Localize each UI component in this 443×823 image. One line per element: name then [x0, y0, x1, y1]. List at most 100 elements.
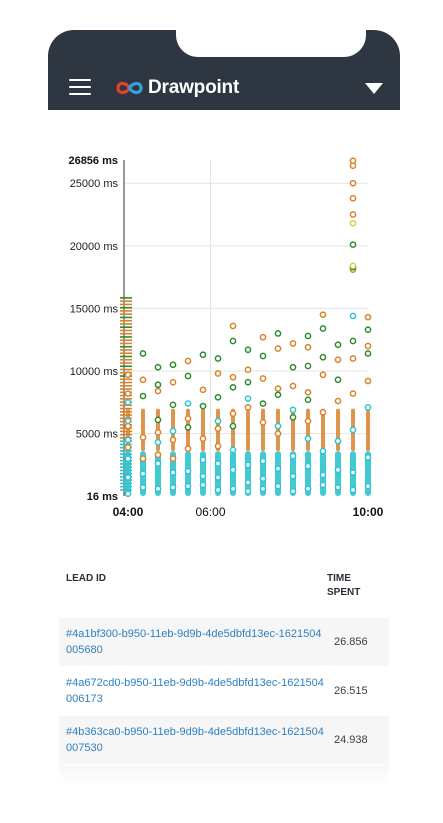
- time-spent-value: 24.938: [334, 734, 368, 746]
- duration-scatter-chart: 25000 ms 20000 ms 15000 ms 10000 ms 5000 ms 2…: [48, 150, 400, 525]
- density-band: [336, 408, 340, 452]
- data-point: [259, 352, 267, 360]
- lead-id-link[interactable]: #4a1bf300-b950-11eb-9d9b-4de5dbfd13ec-16…: [66, 628, 322, 656]
- data-point: [214, 486, 222, 494]
- y-tick-label: 10000 ms: [70, 366, 119, 378]
- data-point: [319, 447, 327, 455]
- data-point: [274, 391, 282, 399]
- data-point: [244, 403, 252, 411]
- data-point: [214, 393, 222, 401]
- data-point: [349, 194, 357, 202]
- data-point: [274, 465, 282, 473]
- data-point: [154, 416, 162, 424]
- table-header: LEAD ID TIME SPENT: [59, 562, 389, 618]
- data-point: [304, 388, 312, 396]
- hamburger-icon[interactable]: [69, 79, 91, 95]
- data-point: [364, 482, 372, 490]
- data-point: [169, 436, 177, 444]
- data-point: [169, 469, 177, 476]
- data-point: [289, 413, 297, 421]
- data-point: [349, 469, 357, 476]
- data-point: [289, 382, 297, 390]
- time-spent-value: 26.856: [334, 636, 368, 648]
- data-point: [349, 179, 357, 187]
- data-point: [139, 434, 147, 441]
- data-point: [289, 487, 297, 495]
- data-point: [229, 466, 237, 474]
- data-point: [154, 439, 162, 446]
- y-tick-label: 15000 ms: [70, 303, 119, 315]
- data-point: [124, 444, 132, 451]
- data-point: [349, 219, 357, 227]
- data-point: [259, 485, 267, 493]
- data-point: [334, 341, 342, 349]
- data-point: [244, 395, 252, 402]
- data-point: [304, 396, 312, 404]
- data-point: [349, 241, 357, 248]
- data-point: [259, 475, 267, 483]
- data-point: [199, 351, 207, 359]
- data-point: [349, 486, 357, 494]
- data-point: [259, 418, 267, 426]
- data-point: [319, 408, 327, 416]
- brand-logo[interactable]: Drawpoint: [115, 76, 239, 100]
- data-point: [124, 474, 132, 481]
- table-row: #4a672cd0-b950-11eb-9d9b-4de5dbfd13ec-16…: [59, 667, 389, 716]
- data-point: [244, 378, 252, 386]
- lead-id-link[interactable]: #4b363ca0-b950-11eb-9d9b-4de5dbfd13ec-16…: [66, 726, 324, 754]
- data-point: [139, 455, 147, 462]
- data-point: [244, 461, 252, 469]
- leads-table: LEAD ID TIME SPENT #4a1bf300-b950-11eb-9…: [59, 562, 389, 765]
- data-point: [349, 162, 357, 170]
- data-point: [334, 397, 342, 405]
- data-point: [139, 484, 147, 491]
- x-tick-label: 04:00: [113, 505, 144, 519]
- data-point: [184, 445, 192, 452]
- data-point: [349, 355, 357, 362]
- lead-id-link[interactable]: #4a672cd0-b950-11eb-9d9b-4de5dbfd13ec-16…: [66, 677, 324, 705]
- data-point: [349, 211, 357, 218]
- data-point: [124, 398, 132, 406]
- data-point: [184, 357, 192, 365]
- table-body: #4a1bf300-b950-11eb-9d9b-4de5dbfd13ec-16…: [59, 618, 389, 765]
- caret-down-icon[interactable]: [365, 83, 383, 94]
- data-point: [364, 403, 372, 411]
- data-point: [259, 457, 267, 465]
- data-point: [244, 366, 252, 374]
- data-point: [169, 455, 177, 462]
- data-point: [274, 345, 282, 352]
- data-point: [169, 401, 177, 409]
- data-point: [229, 422, 237, 430]
- density-band: [246, 408, 250, 452]
- chart-canvas: 25000 ms 20000 ms 15000 ms 10000 ms 5000 ms 2…: [68, 155, 383, 519]
- data-point: [244, 479, 252, 486]
- density-band: [276, 408, 280, 452]
- data-point: [214, 460, 222, 468]
- data-point: [304, 332, 312, 340]
- data-point: [214, 417, 222, 425]
- data-point: [259, 400, 267, 407]
- data-point: [319, 371, 327, 379]
- data-point: [214, 425, 222, 432]
- data-point: [349, 337, 357, 345]
- data-point: [184, 482, 192, 490]
- data-point: [124, 390, 132, 397]
- column-header-lead-id: LEAD ID: [66, 573, 106, 584]
- data-point: [199, 456, 207, 464]
- time-header-line-1: TIME: [327, 573, 351, 584]
- data-point: [199, 472, 207, 480]
- data-point: [304, 362, 312, 370]
- density-band: [305, 451, 311, 496]
- density-band: [261, 408, 265, 452]
- column-header-time-spent: TIME SPENT: [327, 572, 389, 618]
- data-point: [349, 312, 357, 320]
- data-point: [274, 330, 282, 337]
- data-point: [139, 350, 147, 357]
- data-point: [154, 363, 162, 371]
- data-point: [274, 422, 282, 430]
- brand-name: Drawpoint: [148, 77, 240, 98]
- data-point: [139, 392, 147, 400]
- data-point: [139, 376, 147, 384]
- data-point: [304, 485, 312, 493]
- data-point: [319, 471, 327, 479]
